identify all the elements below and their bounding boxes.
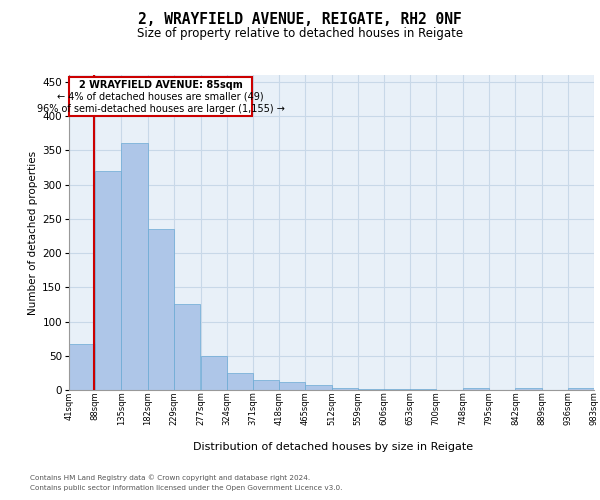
Bar (174, 304, 200, 390)
Bar (95, 171, 121, 390)
Text: 2 WRAYFIELD AVENUE: 85sqm: 2 WRAYFIELD AVENUE: 85sqm (79, 80, 242, 90)
Bar (227, 373, 253, 390)
Y-axis label: Number of detached properties: Number of detached properties (28, 150, 38, 314)
Bar (568, 388, 594, 390)
Text: Contains public sector information licensed under the Open Government Licence v3: Contains public sector information licen… (30, 485, 343, 491)
Bar (148, 229, 174, 390)
Bar (279, 382, 305, 390)
FancyBboxPatch shape (69, 77, 253, 116)
Bar (121, 144, 148, 390)
Text: Size of property relative to detached houses in Reigate: Size of property relative to detached ho… (137, 28, 463, 40)
Bar (200, 356, 227, 390)
Text: ← 4% of detached houses are smaller (49): ← 4% of detached houses are smaller (49) (58, 92, 264, 102)
Text: Contains HM Land Registry data © Crown copyright and database right 2024.: Contains HM Land Registry data © Crown c… (30, 474, 310, 481)
Bar (305, 385, 331, 390)
Text: Distribution of detached houses by size in Reigate: Distribution of detached houses by size … (193, 442, 473, 452)
Bar (358, 388, 384, 390)
Bar (331, 388, 358, 390)
Bar (463, 388, 489, 390)
Text: 96% of semi-detached houses are larger (1,155) →: 96% of semi-detached houses are larger (… (37, 104, 284, 114)
Text: 2, WRAYFIELD AVENUE, REIGATE, RH2 0NF: 2, WRAYFIELD AVENUE, REIGATE, RH2 0NF (138, 12, 462, 28)
Bar (515, 388, 542, 390)
Bar (253, 380, 279, 390)
Bar (69, 344, 95, 390)
